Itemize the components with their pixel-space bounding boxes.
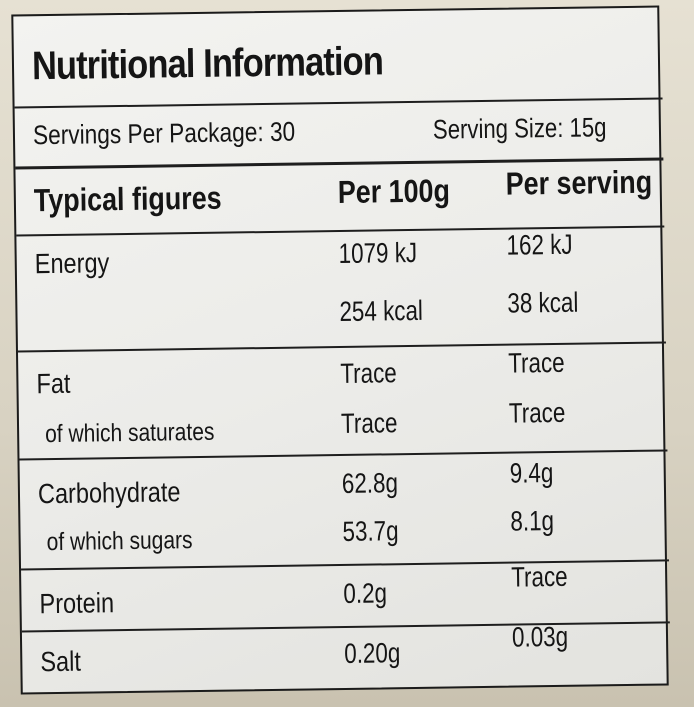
divider-below-title xyxy=(14,97,663,109)
row-salt-name: Salt xyxy=(40,645,82,678)
row-saturates-per-100g: Trace xyxy=(340,407,398,439)
row-sugars-per-serving: 8.1g xyxy=(510,505,555,537)
divider-below-carbohydrate xyxy=(21,559,669,571)
row-carbohydrate-per-100g: 62.8g xyxy=(341,467,399,499)
column-header-per-100g: Per 100g xyxy=(337,172,451,211)
row-fat-name: Fat xyxy=(36,367,71,400)
row-energy-kcal-per-100g: 254 kcal xyxy=(339,294,424,328)
row-saturates-name: of which saturates xyxy=(44,417,215,449)
column-header-per-serving: Per serving xyxy=(505,163,653,202)
row-protein-name: Protein xyxy=(39,587,115,620)
row-protein-per-100g: 0.2g xyxy=(343,577,388,609)
row-carbohydrate-name: Carbohydrate xyxy=(37,476,181,510)
label-title: Nutritional Information xyxy=(31,39,384,89)
row-energy-kj-per-serving: 162 kJ xyxy=(506,228,573,261)
row-salt-per-serving: 0.03g xyxy=(511,620,569,653)
divider-below-protein xyxy=(21,621,670,633)
row-sugars-per-100g: 53.7g xyxy=(342,515,399,547)
row-salt-per-100g: 0.20g xyxy=(344,637,401,669)
row-carbohydrate-per-serving: 9.4g xyxy=(509,457,554,489)
row-sugars-name: of which sugars xyxy=(46,526,193,557)
row-protein-per-serving: Trace xyxy=(510,560,568,593)
row-fat-per-100g: Trace xyxy=(340,357,397,389)
column-header-typical-figures: Typical figures xyxy=(33,179,222,219)
divider-below-energy xyxy=(17,341,666,353)
servings-per-package: Servings Per Package: 30 xyxy=(32,116,296,151)
row-energy-kcal-per-serving: 38 kcal xyxy=(507,286,579,319)
row-saturates-per-serving: Trace xyxy=(508,396,566,429)
serving-size: Serving Size: 15g xyxy=(432,112,607,145)
row-energy-kj-per-100g: 1079 kJ xyxy=(338,236,418,270)
nutrition-label: Nutritional Information Servings Per Pac… xyxy=(11,5,670,695)
divider-below-fat xyxy=(19,449,668,461)
row-fat-per-serving: Trace xyxy=(507,346,565,379)
row-energy-name: Energy xyxy=(34,247,110,280)
